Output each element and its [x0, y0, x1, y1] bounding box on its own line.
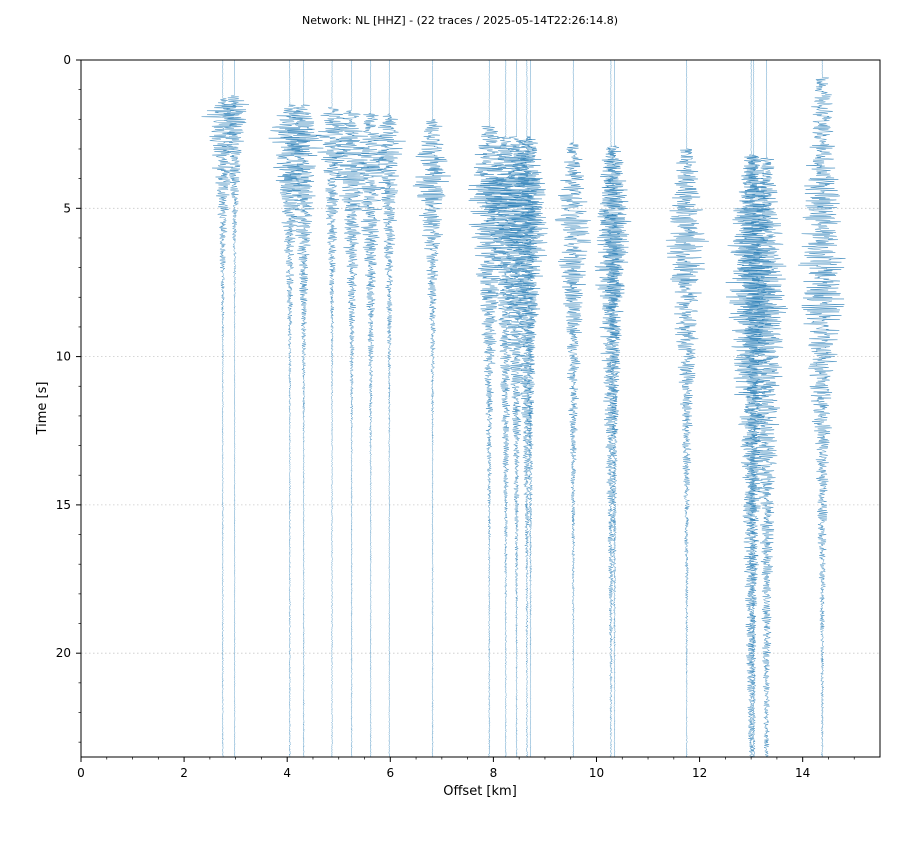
- seismic-trace: [594, 59, 629, 758]
- seismic-trace: [733, 59, 776, 758]
- tick-labels: 0 2 4 6 8 10 12 14 0 5 10 15 20: [56, 53, 855, 780]
- y-tick-label: 5: [63, 201, 71, 215]
- y-tick-label: 0: [63, 53, 71, 67]
- x-tick-label: 8: [490, 766, 498, 780]
- seismic-trace: [283, 59, 324, 758]
- y-axis-label: Time [s]: [35, 382, 50, 436]
- x-tick-label: 0: [77, 766, 85, 780]
- axes: [80, 59, 881, 758]
- y-tick-label: 10: [56, 350, 71, 364]
- grid: [81, 207, 880, 654]
- x-tick-label: 4: [283, 766, 291, 780]
- seismic-trace: [599, 59, 632, 758]
- seismic-trace: [221, 59, 250, 758]
- x-tick-label: 12: [692, 766, 707, 780]
- seismic-trace: [665, 59, 709, 758]
- x-tick-label: 6: [386, 766, 394, 780]
- seismic-trace: [268, 59, 313, 758]
- seismic-trace: [517, 59, 546, 758]
- seismic-trace: [725, 59, 778, 758]
- seismic-trace: [201, 59, 245, 758]
- seismic-trace: [331, 59, 370, 758]
- seismic-traces: [201, 59, 846, 758]
- plot-frame: [80, 59, 881, 758]
- x-axis-label: Offset [km]: [443, 784, 517, 799]
- x-tick-label: 14: [795, 766, 810, 780]
- seismic-trace: [554, 59, 592, 758]
- seismic-trace: [355, 59, 387, 758]
- seismic-trace: [315, 59, 349, 758]
- seismic-trace: [412, 59, 451, 758]
- seismic-trace: [504, 59, 549, 758]
- seismic-trace: [798, 59, 846, 758]
- seismic-trace: [494, 59, 543, 758]
- seismic-trace: [480, 59, 530, 758]
- seismic-trace: [373, 59, 406, 758]
- y-tick-label: 20: [56, 646, 71, 660]
- chart-title: Network: NL [HHZ] - (22 traces / 2025-05…: [302, 14, 618, 27]
- x-tick-label: 2: [180, 766, 188, 780]
- x-tick-label: 10: [589, 766, 604, 780]
- seismic-trace: [468, 59, 515, 758]
- y-tick-label: 15: [56, 498, 71, 512]
- seismic-trace: [747, 59, 788, 758]
